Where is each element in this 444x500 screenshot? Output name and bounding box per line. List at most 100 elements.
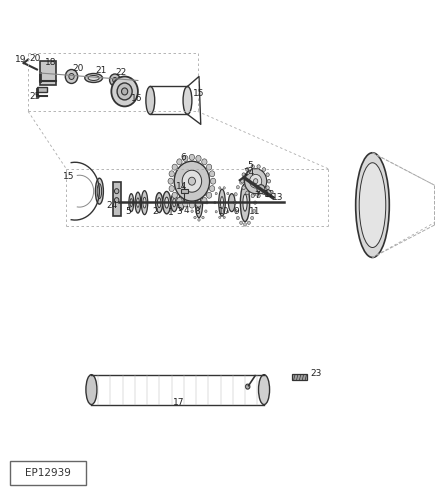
Circle shape [246,384,250,389]
Text: 15: 15 [63,172,74,180]
Ellipse shape [243,194,247,211]
Bar [10,462,86,485]
Text: 19: 19 [15,55,27,64]
Circle shape [182,201,188,207]
Circle shape [265,190,271,196]
Circle shape [115,188,119,194]
Circle shape [174,161,210,201]
Bar [40,60,56,86]
Circle shape [215,192,217,194]
Ellipse shape [135,192,141,213]
Text: 7: 7 [254,190,260,200]
Ellipse shape [356,153,389,258]
Circle shape [227,192,229,194]
Circle shape [214,202,216,204]
Text: 24: 24 [243,168,254,176]
Text: 1: 1 [168,208,174,216]
Ellipse shape [359,162,386,248]
Ellipse shape [136,198,139,207]
Ellipse shape [195,188,202,218]
Circle shape [194,186,196,189]
Text: EP12939: EP12939 [25,468,71,478]
Circle shape [188,177,195,185]
Ellipse shape [240,184,250,222]
Circle shape [202,159,207,165]
Text: 9: 9 [233,206,239,216]
Circle shape [182,156,188,162]
Text: 17: 17 [173,398,185,406]
Text: 3: 3 [176,206,182,216]
Circle shape [210,186,215,192]
Circle shape [191,192,193,196]
Text: 12: 12 [264,190,275,198]
Circle shape [189,154,194,160]
Ellipse shape [163,192,170,214]
Text: 10: 10 [218,206,229,216]
Text: 20: 20 [29,54,41,63]
Ellipse shape [157,198,161,207]
Circle shape [206,192,212,198]
Circle shape [254,201,257,204]
Ellipse shape [183,86,192,115]
Text: 15: 15 [193,89,205,98]
Ellipse shape [95,178,103,204]
Circle shape [257,184,265,194]
Circle shape [190,202,192,204]
Circle shape [110,74,120,86]
Circle shape [115,198,119,202]
Ellipse shape [141,190,148,214]
Circle shape [198,218,200,221]
Circle shape [234,192,237,196]
Circle shape [257,164,260,168]
Circle shape [240,181,243,184]
Ellipse shape [129,194,134,212]
Circle shape [113,78,117,82]
Text: 4: 4 [184,206,190,214]
Circle shape [254,178,258,184]
Circle shape [242,186,246,190]
Circle shape [242,173,246,176]
Circle shape [172,164,177,170]
Circle shape [182,170,202,192]
Ellipse shape [97,184,102,198]
Text: 24: 24 [106,200,117,209]
Circle shape [117,83,132,100]
Text: 6: 6 [180,154,186,162]
Circle shape [236,186,239,189]
Circle shape [223,186,225,189]
Circle shape [241,180,244,183]
Circle shape [257,194,260,198]
Text: 13: 13 [272,192,283,202]
Circle shape [202,186,204,189]
Bar [113,182,121,216]
Text: 8: 8 [194,206,200,216]
Circle shape [177,159,182,165]
Circle shape [194,216,196,219]
Ellipse shape [258,374,270,404]
Ellipse shape [85,74,103,82]
Text: 21: 21 [95,66,107,75]
Circle shape [246,168,249,172]
Circle shape [169,171,174,177]
Bar [181,189,188,193]
Circle shape [215,210,217,213]
Circle shape [250,186,254,189]
Text: 2: 2 [152,206,158,216]
Ellipse shape [178,195,184,210]
Ellipse shape [228,194,235,212]
Circle shape [202,198,207,203]
Circle shape [196,156,201,162]
Circle shape [122,88,128,95]
Circle shape [266,186,269,190]
Circle shape [168,178,173,184]
Circle shape [240,221,243,224]
Ellipse shape [143,197,146,208]
Ellipse shape [173,198,176,207]
Circle shape [206,202,208,204]
Circle shape [243,179,246,182]
Circle shape [251,164,254,168]
Ellipse shape [86,374,97,404]
Circle shape [253,192,256,196]
Circle shape [236,216,239,220]
Circle shape [189,202,194,208]
